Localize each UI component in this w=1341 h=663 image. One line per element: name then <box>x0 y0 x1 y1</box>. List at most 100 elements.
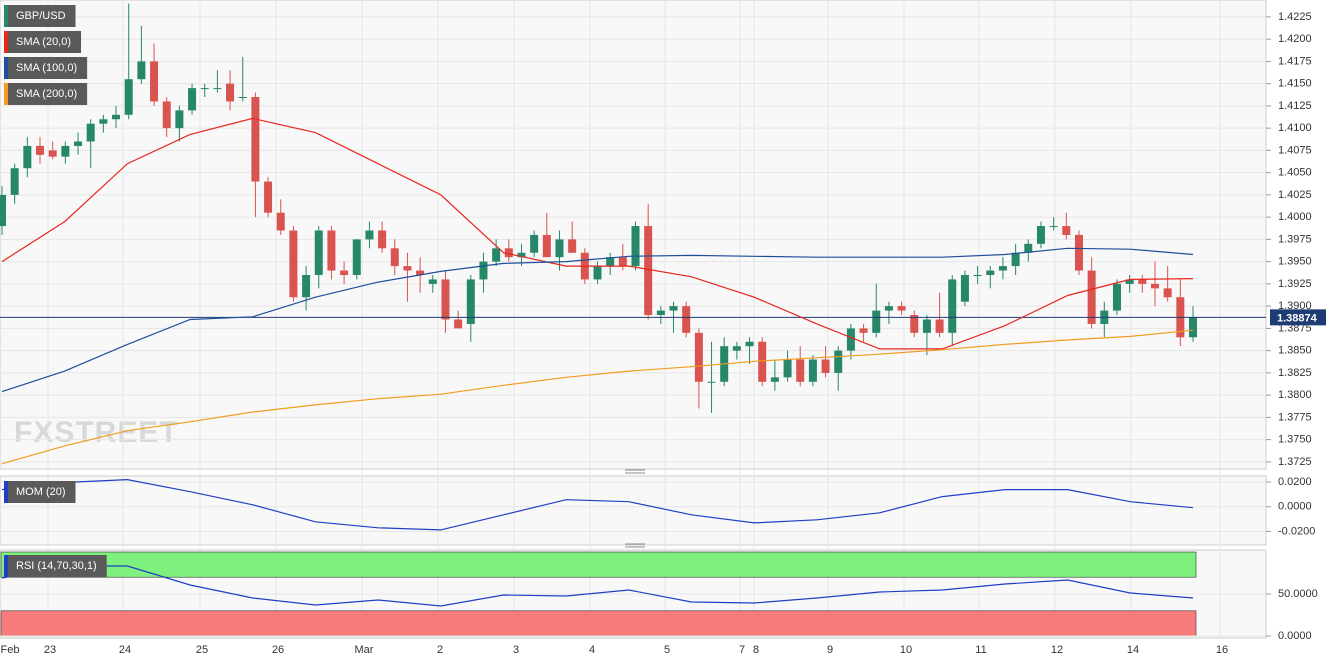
legend-label: MOM (20) <box>16 486 66 498</box>
candle-body <box>644 226 653 316</box>
candle-body <box>618 257 627 267</box>
candle-body <box>454 319 463 329</box>
candle-body <box>213 88 222 90</box>
candle-body <box>99 119 108 124</box>
last-price-box <box>1270 309 1326 326</box>
candle-body <box>542 234 551 258</box>
candle-body <box>86 123 95 142</box>
candle-body <box>504 248 513 258</box>
candle-body <box>732 346 741 351</box>
candle-body <box>821 359 830 373</box>
legend-swatch <box>4 5 8 27</box>
candle-body <box>694 332 703 382</box>
candle-body <box>758 341 767 382</box>
candle-body <box>897 306 906 311</box>
candle-body <box>251 97 260 182</box>
candle-body <box>859 328 868 333</box>
candle-body <box>1062 226 1071 235</box>
candle-body <box>340 270 349 275</box>
y-tick-label: 50.0000 <box>1278 588 1318 600</box>
x-tick-label: 5 <box>664 644 670 656</box>
line-series <box>1 478 1194 531</box>
candle-body <box>517 252 526 258</box>
zone <box>0 610 1197 637</box>
candle-body <box>884 306 893 311</box>
x-tick-label: 3 <box>513 644 519 656</box>
legend-item: GBP/USD <box>4 5 76 27</box>
y-tick-label: 1.3925 <box>1278 278 1312 290</box>
candle-body <box>1036 226 1045 244</box>
y-tick-label: 1.4175 <box>1278 55 1312 67</box>
mom-panel <box>0 475 1267 546</box>
candle-body <box>1087 270 1096 324</box>
candle-body <box>973 274 982 276</box>
legend-item: RSI (14,70,30,1) <box>4 555 107 577</box>
x-tick-label: 12 <box>1051 644 1063 656</box>
candle-body <box>1011 252 1020 267</box>
candle-body <box>36 145 45 155</box>
legend-box <box>4 31 82 53</box>
legend-item: MOM (20) <box>4 481 76 503</box>
y-tick-label: 1.4050 <box>1278 167 1312 179</box>
candle-body <box>162 101 171 129</box>
candle-body <box>808 359 817 382</box>
candle-body <box>150 61 159 102</box>
y-tick-label: 1.3975 <box>1278 233 1312 245</box>
candle-body <box>365 230 374 240</box>
candle-body <box>960 274 969 302</box>
legend-label: SMA (100,0) <box>16 62 77 74</box>
candle-body <box>796 359 805 382</box>
candle-body <box>1138 279 1147 284</box>
candle-body <box>175 110 184 129</box>
x-tick-label: 23 <box>44 644 56 656</box>
candle-body <box>327 230 336 271</box>
x-tick-label: 26 <box>272 644 284 656</box>
candle-body <box>0 194 6 227</box>
candle-body <box>1074 234 1083 271</box>
candle-body <box>593 266 602 280</box>
line-series <box>1 247 1194 393</box>
candle-body <box>302 274 311 298</box>
legend-label: RSI (14,70,30,1) <box>16 560 97 572</box>
candle-body <box>61 145 70 157</box>
legend-swatch <box>4 555 8 577</box>
candle-body <box>479 261 488 280</box>
y-tick-label: 1.4125 <box>1278 100 1312 112</box>
x-tick-label: 25 <box>196 644 208 656</box>
y-tick-label: 1.3950 <box>1278 256 1312 268</box>
candle-body <box>1024 243 1033 253</box>
candle-body <box>74 141 83 146</box>
divider-grip[interactable] <box>625 469 645 474</box>
candle-body <box>656 310 665 316</box>
x-tick-label: Mar <box>355 644 374 656</box>
candle-body <box>631 226 640 267</box>
candle-body <box>112 114 121 120</box>
candle-body <box>530 234 539 253</box>
y-tick-label: 1.3900 <box>1278 300 1312 312</box>
candle-body <box>783 359 792 378</box>
candle-body <box>352 239 361 275</box>
legend-swatch <box>4 83 8 105</box>
y-tick-label: 1.4150 <box>1278 78 1312 90</box>
candle-body <box>137 61 146 80</box>
candle-body <box>1163 288 1172 298</box>
candle-body <box>910 315 919 333</box>
candle-body <box>314 230 323 275</box>
legend-box <box>4 83 88 105</box>
candle-body <box>846 328 855 351</box>
candle-body <box>682 306 691 333</box>
y-tick-label: 1.3725 <box>1278 456 1312 468</box>
legend-swatch <box>4 481 8 503</box>
candle-body <box>124 79 133 115</box>
candle-body <box>922 319 931 333</box>
candle-body <box>770 377 779 382</box>
y-tick-label: 1.4200 <box>1278 33 1312 45</box>
x-tick-label: 14 <box>1127 644 1139 656</box>
candle-body <box>466 279 475 324</box>
divider-grip[interactable] <box>625 543 645 548</box>
y-tick-label: 1.4225 <box>1278 11 1312 23</box>
line-series <box>1 117 1194 350</box>
candle-body <box>568 239 577 253</box>
legend-label: GBP/USD <box>16 10 66 22</box>
candle-body <box>492 248 501 262</box>
